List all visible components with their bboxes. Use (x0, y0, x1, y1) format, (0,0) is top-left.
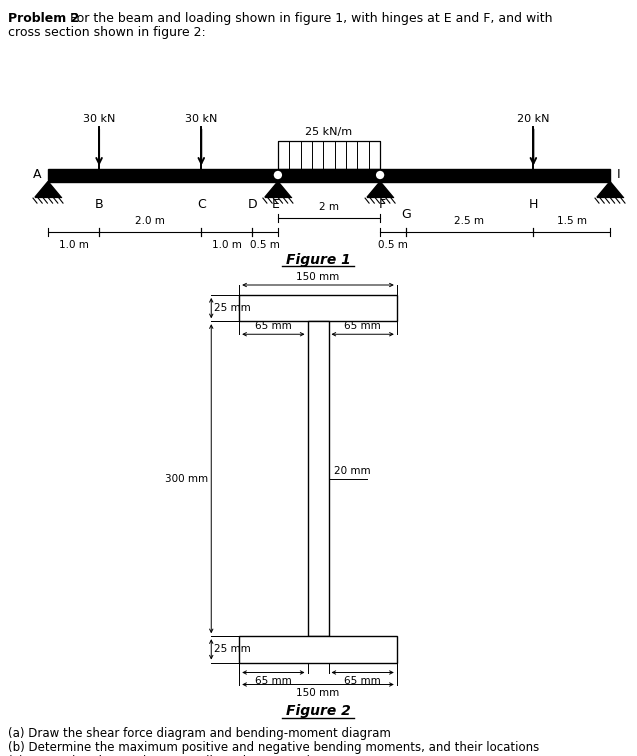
Text: 150 mm: 150 mm (296, 272, 340, 282)
Text: E: E (272, 197, 280, 210)
Text: 0.5 m: 0.5 m (378, 240, 408, 250)
Bar (48, 169, 610, 181)
Text: Problem 2: Problem 2 (8, 12, 80, 25)
Text: 2.5 m: 2.5 m (455, 216, 485, 226)
Text: G: G (401, 207, 410, 221)
Text: 25 kN/m: 25 kN/m (305, 126, 352, 137)
Text: 30 kN: 30 kN (83, 113, 115, 123)
Text: 30 kN: 30 kN (185, 113, 217, 123)
Text: 2.0 m: 2.0 m (135, 216, 165, 226)
Text: 25 mm: 25 mm (214, 303, 251, 313)
Text: H: H (529, 197, 538, 210)
Text: I: I (617, 169, 620, 181)
Text: A: A (32, 169, 41, 181)
Bar (240, 295, 397, 321)
Text: 20 mm: 20 mm (334, 466, 370, 476)
Text: 25 mm: 25 mm (214, 644, 251, 655)
Text: 1.0 m: 1.0 m (212, 240, 242, 250)
Text: (c) Determine the maximum tensile and compressive stresses.: (c) Determine the maximum tensile and co… (8, 754, 380, 756)
Text: For the beam and loading shown in figure 1, with hinges at E and F, and with: For the beam and loading shown in figure… (66, 12, 552, 25)
Bar (240, 637, 397, 662)
Text: 2 m: 2 m (319, 202, 339, 212)
Text: 65 mm: 65 mm (344, 321, 381, 331)
Text: (b) Determine the maximum positive and negative bending moments, and their locat: (b) Determine the maximum positive and n… (8, 740, 540, 754)
Text: 1.0 m: 1.0 m (59, 240, 89, 250)
Text: D: D (248, 197, 257, 210)
Polygon shape (597, 181, 623, 197)
Polygon shape (265, 181, 291, 197)
Text: Figure 2: Figure 2 (285, 705, 350, 718)
Text: F: F (378, 197, 385, 210)
Text: C: C (197, 197, 206, 210)
Polygon shape (367, 181, 393, 197)
Text: 20 kN: 20 kN (517, 113, 550, 123)
Text: Figure 1: Figure 1 (285, 253, 350, 267)
Circle shape (375, 170, 385, 180)
Polygon shape (35, 181, 61, 197)
Text: 0.5 m: 0.5 m (250, 240, 280, 250)
Text: 65 mm: 65 mm (255, 676, 292, 686)
Text: 150 mm: 150 mm (296, 687, 340, 698)
Circle shape (273, 170, 283, 180)
Text: 1.5 m: 1.5 m (557, 216, 587, 226)
Bar (308, 321, 329, 637)
Bar (278, 141, 380, 169)
Text: 65 mm: 65 mm (255, 321, 292, 331)
Text: (a) Draw the shear force diagram and bending-moment diagram: (a) Draw the shear force diagram and ben… (8, 727, 391, 739)
Text: 65 mm: 65 mm (344, 676, 381, 686)
Text: 300 mm: 300 mm (165, 474, 208, 484)
Text: B: B (95, 197, 103, 210)
Text: cross section shown in figure 2:: cross section shown in figure 2: (8, 26, 206, 39)
